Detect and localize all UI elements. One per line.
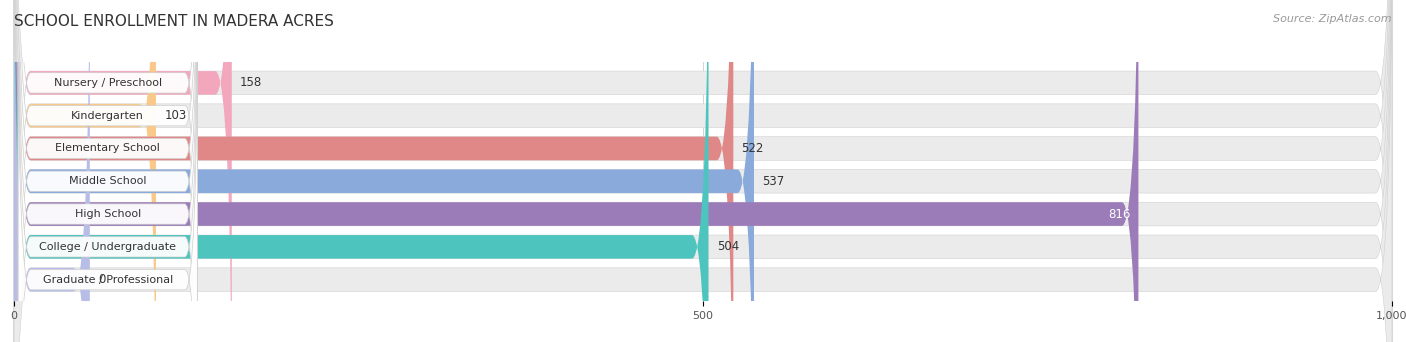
FancyBboxPatch shape: [18, 0, 197, 342]
Text: College / Undergraduate: College / Undergraduate: [39, 242, 176, 252]
Text: Nursery / Preschool: Nursery / Preschool: [53, 78, 162, 88]
FancyBboxPatch shape: [14, 0, 1392, 342]
FancyBboxPatch shape: [14, 0, 1392, 342]
Text: High School: High School: [75, 209, 141, 219]
FancyBboxPatch shape: [14, 0, 1392, 342]
Text: 537: 537: [762, 175, 785, 188]
FancyBboxPatch shape: [18, 0, 197, 342]
FancyBboxPatch shape: [18, 0, 197, 342]
Text: 522: 522: [741, 142, 763, 155]
Text: 103: 103: [165, 109, 187, 122]
FancyBboxPatch shape: [18, 0, 197, 342]
FancyBboxPatch shape: [14, 0, 232, 342]
Text: 504: 504: [717, 240, 740, 253]
FancyBboxPatch shape: [14, 0, 1392, 342]
FancyBboxPatch shape: [14, 0, 1392, 342]
FancyBboxPatch shape: [14, 0, 754, 342]
FancyBboxPatch shape: [14, 0, 734, 342]
FancyBboxPatch shape: [14, 0, 709, 342]
FancyBboxPatch shape: [14, 0, 1392, 342]
FancyBboxPatch shape: [14, 0, 1392, 342]
Text: 816: 816: [1108, 208, 1130, 221]
Text: 158: 158: [240, 76, 263, 89]
FancyBboxPatch shape: [18, 0, 197, 342]
Text: 0: 0: [98, 273, 105, 286]
Text: Elementary School: Elementary School: [55, 143, 160, 154]
FancyBboxPatch shape: [14, 0, 156, 342]
FancyBboxPatch shape: [14, 0, 90, 342]
Text: Graduate / Professional: Graduate / Professional: [42, 275, 173, 285]
FancyBboxPatch shape: [18, 0, 197, 342]
Text: Middle School: Middle School: [69, 176, 146, 186]
FancyBboxPatch shape: [14, 0, 1139, 342]
Text: Source: ZipAtlas.com: Source: ZipAtlas.com: [1274, 14, 1392, 24]
FancyBboxPatch shape: [18, 0, 197, 342]
Text: SCHOOL ENROLLMENT IN MADERA ACRES: SCHOOL ENROLLMENT IN MADERA ACRES: [14, 14, 335, 29]
Text: Kindergarten: Kindergarten: [72, 111, 145, 121]
